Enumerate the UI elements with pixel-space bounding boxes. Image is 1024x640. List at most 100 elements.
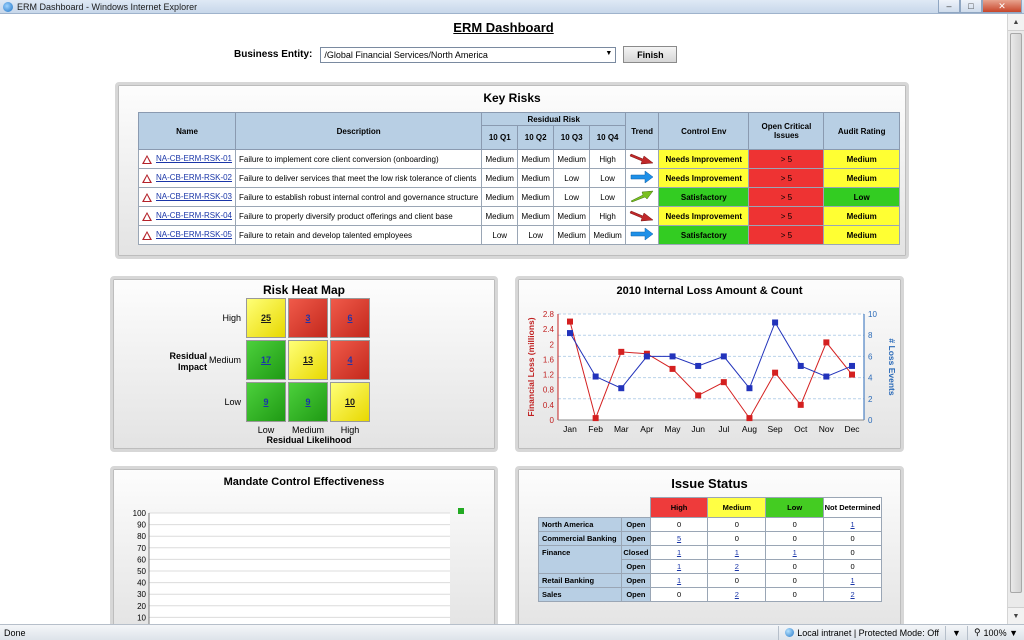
col-q4: 10 Q4 — [589, 125, 627, 150]
key-risks-title: Key Risks — [483, 91, 541, 105]
scroll-down-icon[interactable]: ▼ — [1008, 607, 1024, 624]
loss-data-point[interactable] — [592, 373, 599, 380]
issue-count-value: 0 — [792, 576, 797, 585]
loss-data-point[interactable] — [669, 365, 676, 372]
mandate-chart: 0102030405060708090100 — [133, 508, 464, 624]
protected-mode-dropdown[interactable]: ▼ — [945, 625, 967, 640]
loss-data-point[interactable] — [720, 353, 727, 360]
heat-map-cell[interactable]: 9 — [246, 382, 286, 422]
col-q2: 10 Q2 — [517, 125, 555, 150]
risk-q4-cell: Low — [589, 168, 627, 188]
issue-level-header: Medium — [707, 497, 767, 518]
heat-map-cell[interactable]: 9 — [288, 382, 328, 422]
audit-rating-cell: Low — [823, 187, 900, 207]
risk-q1-cell: Medium — [481, 206, 519, 226]
loss-data-point[interactable] — [695, 362, 702, 369]
issue-status-panel: Issue Status High Medium Low Not Determined… — [515, 466, 904, 624]
issue-count-value: 0 — [734, 534, 739, 543]
loss-data-point[interactable] — [746, 415, 753, 422]
loss-x-tick: Nov — [819, 424, 835, 434]
issue-count-cell: 0 — [765, 587, 825, 602]
risk-link[interactable]: NA-CB-ERM-RSK-01 — [156, 154, 233, 164]
loss-data-point[interactable] — [592, 415, 599, 422]
issue-count-value: 0 — [850, 548, 855, 557]
minimize-button[interactable]: – — [938, 0, 960, 13]
loss-data-point[interactable] — [567, 318, 573, 325]
risk-link[interactable]: NA-CB-ERM-RSK-04 — [156, 211, 233, 221]
loss-data-point[interactable] — [695, 392, 702, 399]
risk-q2-cell: Medium — [517, 206, 555, 226]
risk-link[interactable]: NA-CB-ERM-RSK-02 — [156, 173, 233, 183]
loss-data-point[interactable] — [669, 353, 676, 360]
loss-data-point[interactable] — [823, 373, 830, 380]
page-content: ERM Dashboard Business Entity: /Global F… — [0, 14, 1024, 624]
issue-count-link[interactable]: 1 — [676, 562, 682, 571]
risk-name-cell: NA-CB-ERM-RSK-05 — [137, 225, 237, 245]
business-entity-select[interactable]: /Global Financial Services/North America… — [320, 46, 617, 63]
loss-data-point[interactable] — [849, 371, 855, 378]
issue-count-link[interactable]: 1 — [676, 576, 682, 585]
issue-count-value: 0 — [850, 562, 855, 571]
heat-map-cell[interactable]: 13 — [288, 340, 328, 380]
mandate-y-tick: 50 — [137, 567, 146, 576]
loss-chart: 0 2 4 6 8 10 0 0.4 0.8 1.2 1.6 2 2.4 2.8 Jan Feb Mar Apr M… — [526, 310, 897, 434]
issue-count-cell: 0 — [707, 573, 767, 588]
loss-data-point[interactable] — [567, 330, 573, 337]
loss-data-point[interactable] — [746, 385, 753, 392]
issue-count-link[interactable]: 1 — [676, 548, 682, 557]
issue-count-link[interactable]: 2 — [734, 562, 739, 571]
heat-map-cell[interactable]: 3 — [288, 298, 328, 338]
risk-q4-cell: Medium — [589, 225, 627, 245]
loss-data-point[interactable] — [772, 369, 779, 376]
zoom-level: 100% — [983, 627, 1007, 638]
heat-map-y-label: High — [222, 313, 241, 323]
finish-button[interactable]: Finish — [623, 46, 678, 63]
mandate-y-tick: 70 — [137, 544, 146, 553]
loss-data-point[interactable] — [797, 401, 804, 408]
close-button[interactable]: ✕ — [982, 0, 1022, 13]
vertical-scrollbar[interactable]: ▲ ▼ — [1007, 14, 1024, 624]
issue-count-link[interactable]: 1 — [850, 520, 855, 529]
loss-data-point[interactable] — [643, 353, 650, 360]
issue-count-link[interactable]: 1 — [792, 548, 797, 557]
issue-count-value: 0 — [792, 562, 797, 571]
control-env-cell: Needs Improvement — [658, 149, 750, 169]
window-title: ERM Dashboard - Windows Internet Explore… — [17, 1, 198, 12]
scroll-up-icon[interactable]: ▲ — [1008, 14, 1024, 31]
issue-count-link[interactable]: 2 — [850, 590, 855, 599]
col-name: Name — [137, 112, 237, 150]
risk-q1-cell: Medium — [481, 187, 519, 207]
loss-data-point[interactable] — [772, 319, 779, 326]
risk-link[interactable]: NA-CB-ERM-RSK-05 — [156, 230, 233, 240]
issue-count-link[interactable]: 5 — [676, 534, 682, 543]
open-issues-cell: > 5 — [748, 187, 825, 207]
mandate-control-panel: Mandate Control Effectiveness 0102030405… — [110, 466, 498, 624]
heat-map-cell[interactable]: 25 — [246, 298, 286, 338]
mandate-y-tick: 30 — [137, 590, 146, 599]
loss-data-point[interactable] — [849, 362, 855, 369]
mandate-y-tick: 60 — [137, 555, 146, 564]
heat-map-cell[interactable]: 4 — [330, 340, 370, 380]
issue-count-link[interactable]: 1 — [734, 548, 739, 557]
heat-map-cell[interactable]: 17 — [246, 340, 286, 380]
loss-data-point[interactable] — [720, 379, 727, 386]
loss-data-point[interactable] — [797, 362, 804, 369]
key-risks-table: Name Description Residual Risk Trend Con… — [137, 112, 900, 245]
issue-status-cell: Open — [621, 573, 651, 588]
loss-data-point[interactable] — [618, 348, 625, 355]
issue-count-cell: 0 — [823, 531, 882, 546]
audit-rating-cell: Medium — [823, 149, 900, 169]
issue-entity-cell: Finance — [537, 545, 623, 574]
security-zone[interactable]: Local intranet | Protected Mode: Off — [778, 625, 945, 640]
loss-data-point[interactable] — [618, 385, 625, 392]
issue-count-link[interactable]: 2 — [734, 590, 739, 599]
issue-count-link[interactable]: 1 — [850, 576, 855, 585]
trend-cell — [625, 206, 660, 226]
loss-data-point[interactable] — [823, 339, 830, 346]
risk-link[interactable]: NA-CB-ERM-RSK-03 — [156, 192, 233, 202]
maximize-button[interactable]: □ — [960, 0, 982, 13]
zoom-control[interactable]: ⚲ 100% ▼ — [966, 625, 1024, 640]
heat-map-cell[interactable]: 10 — [330, 382, 370, 422]
heat-map-cell[interactable]: 6 — [330, 298, 370, 338]
scroll-thumb[interactable] — [1010, 33, 1022, 593]
